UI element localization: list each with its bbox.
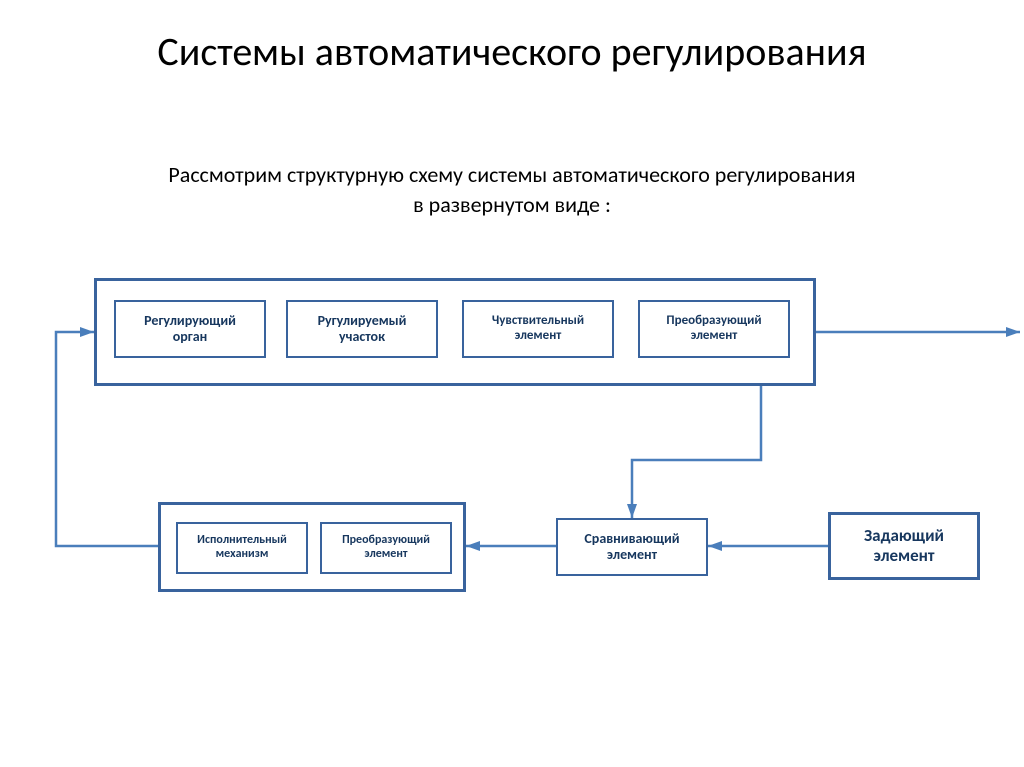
regulating-organ: Регулирующийорган	[114, 300, 266, 358]
sensitive-element: Чувствительныйэлемент	[462, 300, 614, 358]
page-subtitle: Рассмотрим структурную схему системы авт…	[0, 160, 1024, 219]
arrowhead-down-to-compare	[627, 504, 637, 518]
converting-element-top: Преобразующийэлемент	[638, 300, 790, 358]
title-text: Системы автоматического регулирования	[157, 27, 866, 76]
executive-mechanism: Исполнительныймеханизм	[176, 522, 308, 574]
arrowhead-setting-to-compare	[708, 541, 722, 551]
arrowhead-botbox-up-to-top	[80, 327, 94, 337]
arrow-down-to-compare	[632, 386, 761, 518]
arrowhead-compare-to-botbox	[466, 541, 480, 551]
regulated-section: Ругулируемыйучасток	[286, 300, 438, 358]
arrowhead-out-right	[1006, 327, 1020, 337]
comparing-element: Сравнивающийэлемент	[556, 518, 708, 576]
page-title: Системы автоматического регулирования	[0, 28, 1024, 76]
converting-element-bot: Преобразующийэлемент	[320, 522, 452, 574]
subtitle-line1: Рассмотрим структурную схему системы авт…	[168, 161, 855, 188]
setting-element: Задающийэлемент	[828, 512, 980, 580]
subtitle-line2: в развернутом виде :	[413, 191, 611, 218]
